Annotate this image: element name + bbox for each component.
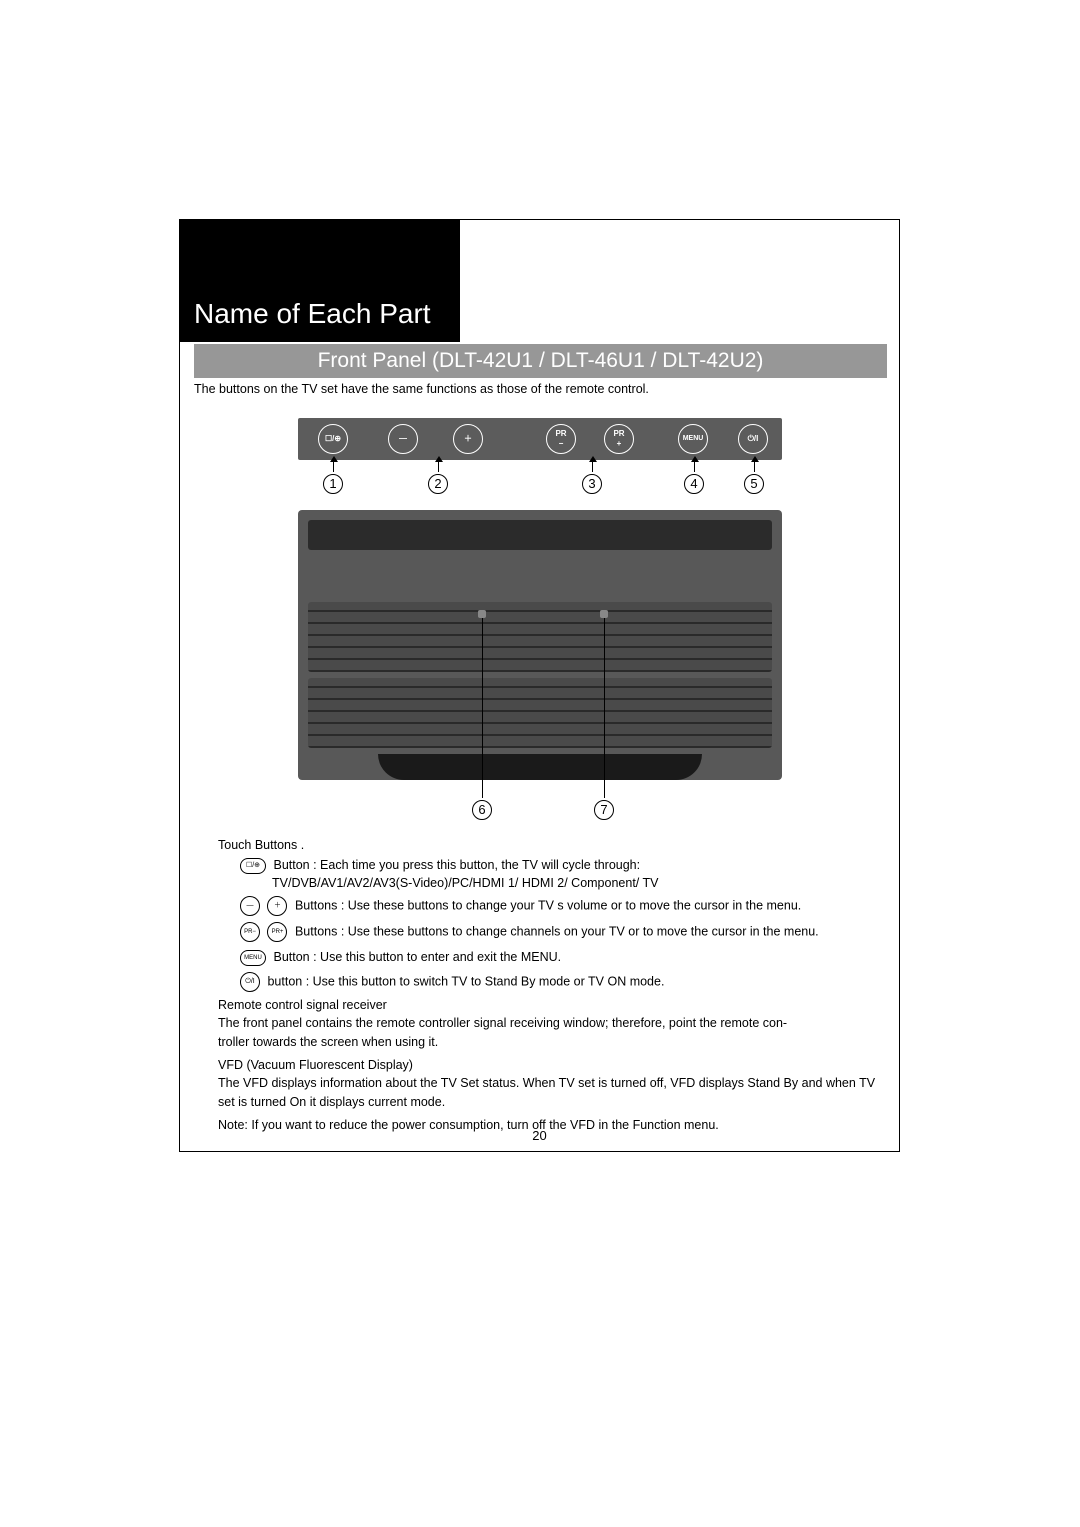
desc-vol-text: Buttons : Use these buttons to change yo… [295,898,801,912]
desc-input-line2: TV/DVB/AV1/AV2/AV3(S-Video)/PC/HDMI 1/ H… [272,874,658,893]
callout-arrow-icon [589,456,597,462]
input-button-icon: ☐/⊕ [318,424,348,454]
button-row-diagram: ☐/⊕ ― ＋ PR− PR+ MENU ⏻/I [298,418,782,460]
callout-arrow-icon [435,456,443,462]
vfd-body: The VFD displays information about the T… [218,1074,888,1112]
desc-pr-text: Buttons : Use these buttons to change ch… [295,924,819,938]
subtitle-bar: Front Panel (DLT-42U1 / DLT-46U1 / DLT-4… [194,344,887,378]
desc-menu: MENU Button : Use this button to enter a… [240,948,561,967]
desc-power: ⏻/I button : Use this button to switch T… [240,972,664,992]
callout-5: 5 [744,474,764,494]
tv-speaker-grille-2 [308,678,772,748]
callout-6: 6 [472,800,492,820]
remote-body: The front panel contains the remote cont… [218,1014,878,1052]
tv-stand [378,754,702,780]
input-inline-icon: ☐/⊕ [240,858,266,874]
vfd-heading: VFD (Vacuum Fluorescent Display) [218,1056,413,1075]
touch-buttons-heading: Touch Buttons . [218,836,304,855]
desc-input: ☐/⊕ Button : Each time you press this bu… [240,856,640,875]
desc-input-text: Button : Each time you press this button… [273,858,640,872]
callout-7: 7 [594,800,614,820]
intro-text: The buttons on the TV set have the same … [194,382,649,396]
menu-button-icon: MENU [678,424,708,454]
callout-arrow-icon [691,456,699,462]
pr-minus-icon: PR− [546,424,576,454]
tv-speaker-grille-1 [308,602,772,672]
leader-line-7 [604,618,605,798]
desc-pr: PR− PR+ Buttons : Use these buttons to c… [240,922,819,942]
page-title: Name of Each Part [194,298,431,330]
power-button-icon: ⏻/I [738,424,768,454]
pr-plus-inline-icon: PR+ [267,922,287,942]
power-inline-icon: ⏻/I [240,972,260,992]
vol-minus-inline-icon: ― [240,896,260,916]
callout-arrow-icon [330,456,338,462]
tv-front-panel-image [298,510,782,780]
pr-minus-inline-icon: PR− [240,922,260,942]
callout-3: 3 [582,474,602,494]
callout-4: 4 [684,474,704,494]
vol-plus-inline-icon: ＋ [267,896,287,916]
callout-arrow-icon [751,456,759,462]
vol-minus-icon: ― [388,424,418,454]
desc-power-text: button : Use this button to switch TV to… [267,974,664,988]
menu-inline-icon: MENU [240,950,266,966]
pr-plus-icon: PR+ [604,424,634,454]
vfd-dot [600,610,608,618]
callout-1: 1 [323,474,343,494]
receiver-dot [478,610,486,618]
callout-2: 2 [428,474,448,494]
page-number: 20 [180,1128,899,1143]
tv-bezel-top [308,520,772,550]
page-frame: Name of Each Part Front Panel (DLT-42U1 … [179,219,900,1152]
vol-plus-icon: ＋ [453,424,483,454]
desc-vol: ― ＋ Buttons : Use these buttons to chang… [240,896,801,916]
desc-menu-text: Button : Use this button to enter and ex… [273,950,561,964]
leader-line-6 [482,618,483,798]
remote-heading: Remote control signal receiver [218,996,387,1015]
